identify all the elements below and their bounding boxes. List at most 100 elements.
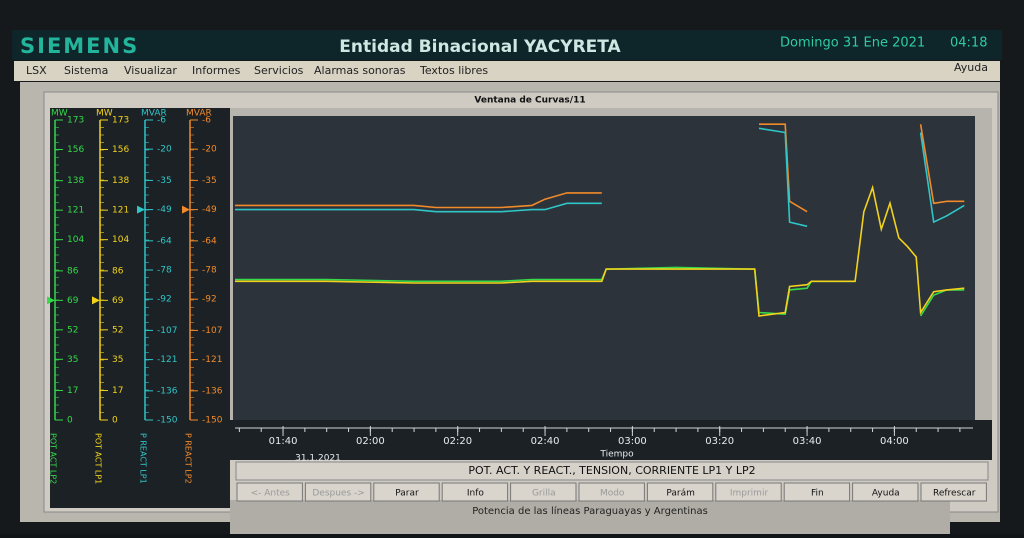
axis-unit: MVAR xyxy=(141,109,167,119)
menu-item[interactable]: Textos libres xyxy=(419,64,488,77)
x-tick-label: 02:20 xyxy=(443,436,472,447)
y-tick-label: -35 xyxy=(202,176,217,186)
button[interactable] xyxy=(646,482,714,502)
menu-item[interactable]: LSX xyxy=(26,64,47,77)
x-tick-label: 04:00 xyxy=(880,436,909,447)
button-label[interactable]: Despues -> xyxy=(312,489,364,499)
button-label[interactable]: Parar xyxy=(395,489,419,499)
background-title: Potencia de las líneas Paraguayas y Arge… xyxy=(472,505,708,517)
y-tick-label: -49 xyxy=(157,205,172,215)
header-bar xyxy=(12,30,1002,60)
time: 04:18 xyxy=(950,36,987,51)
menu-item[interactable]: Servicios xyxy=(254,64,304,77)
y-tick-label: 0 xyxy=(112,416,118,426)
axis-name: POT ACT LP2 xyxy=(49,433,58,484)
button-label[interactable]: Ayuda xyxy=(872,489,900,499)
y-tick-label: 104 xyxy=(112,235,129,245)
button-label[interactable]: Refrescar xyxy=(933,489,976,499)
brand: SIEMENS xyxy=(20,34,139,58)
y-tick-label: -20 xyxy=(202,145,217,155)
cursor-marker xyxy=(92,296,100,305)
x-date: 31.1.2021 xyxy=(295,454,341,464)
button-label[interactable]: Parám xyxy=(666,489,695,499)
button[interactable] xyxy=(715,482,782,502)
y-tick-label: -6 xyxy=(157,116,166,126)
y-tick-label: 17 xyxy=(112,386,123,396)
y-tick-label: 86 xyxy=(67,266,79,276)
y-tick-label: -6 xyxy=(202,116,211,126)
button-label[interactable]: Modo xyxy=(600,489,625,499)
button[interactable] xyxy=(441,482,509,502)
button[interactable] xyxy=(920,482,987,502)
y-tick-label: 104 xyxy=(67,235,84,245)
x-tick-label: 01:40 xyxy=(269,436,298,447)
y-tick-label: 156 xyxy=(67,145,84,155)
y-tick-label: 35 xyxy=(67,355,78,365)
button[interactable] xyxy=(304,482,372,502)
y-tick-label: 138 xyxy=(67,176,84,186)
date: Domingo 31 Ene 2021 xyxy=(780,36,925,51)
y-tick-label: 121 xyxy=(112,206,129,216)
y-tick-label: -121 xyxy=(202,355,222,365)
button-label[interactable]: Fin xyxy=(811,489,824,499)
series-line xyxy=(235,184,965,317)
background-window xyxy=(230,500,950,534)
axis-name: P REACT LP2 xyxy=(184,433,193,484)
plot-area xyxy=(233,116,975,420)
y-tick-label: 86 xyxy=(112,266,124,276)
axis-unit: MW xyxy=(96,109,113,119)
menu-item[interactable]: Ayuda xyxy=(954,61,988,74)
y-tick-label: -78 xyxy=(202,266,217,276)
y-tick-label: -64 xyxy=(202,236,217,246)
y-tick-label: -121 xyxy=(157,355,177,365)
button[interactable] xyxy=(783,482,851,502)
y-tick-label: 121 xyxy=(67,206,84,216)
y-tick-label: 173 xyxy=(67,116,84,126)
cursor-marker xyxy=(137,205,145,214)
button[interactable] xyxy=(852,482,919,502)
window-title: Ventana de Curvas/11 xyxy=(474,96,585,106)
x-axis-label: Tiempo xyxy=(599,450,634,460)
button[interactable] xyxy=(373,482,440,502)
menu-item[interactable]: Sistema xyxy=(64,64,108,77)
y-tick-label: 35 xyxy=(112,355,123,365)
y-tick-label: -150 xyxy=(157,416,178,426)
button[interactable] xyxy=(578,482,645,502)
button-row: <- Antes Despues -> Parar Info Grilla Modo Par… xyxy=(236,482,987,502)
button-label[interactable]: Grilla xyxy=(532,489,556,499)
y-tick-label: -20 xyxy=(157,145,172,155)
button[interactable] xyxy=(510,482,577,502)
menu-item[interactable]: Visualizar xyxy=(124,64,177,77)
x-tick-label: 02:40 xyxy=(531,436,560,447)
y-tick-label: 69 xyxy=(112,296,124,306)
y-tick-label: -35 xyxy=(157,176,172,186)
menu-bar xyxy=(14,61,1000,81)
cursor-marker xyxy=(47,296,55,305)
y-tick-label: -92 xyxy=(202,295,217,305)
y-tick-label: -136 xyxy=(202,386,223,396)
menu-item[interactable]: Alarmas sonoras xyxy=(314,64,406,77)
button-label[interactable]: <- Antes xyxy=(251,489,291,499)
y-tick-label: 17 xyxy=(67,386,78,396)
x-tick-label: 03:00 xyxy=(618,436,647,447)
y-tick-label: 52 xyxy=(112,325,123,335)
button-label[interactable]: Info xyxy=(467,489,485,499)
y-tick-label: -136 xyxy=(157,386,178,396)
y-tick-label: 52 xyxy=(67,325,78,335)
y-tick-label: -78 xyxy=(157,266,172,276)
axis-name: P REACT LP1 xyxy=(139,433,148,484)
y-tick-label: 0 xyxy=(67,416,73,426)
x-tick-label: 03:40 xyxy=(793,436,822,447)
button[interactable] xyxy=(236,482,303,502)
button-label[interactable]: Imprimir xyxy=(730,489,769,499)
y-tick-label: -107 xyxy=(157,326,177,336)
y-tick-label: -150 xyxy=(202,416,223,426)
y-tick-label: -92 xyxy=(157,295,172,305)
menu-item[interactable]: Informes xyxy=(192,64,241,77)
axis-unit: MW xyxy=(51,109,68,119)
x-tick-label: 03:20 xyxy=(705,436,734,447)
cursor-marker xyxy=(182,205,190,214)
y-tick-label: 156 xyxy=(112,145,129,155)
